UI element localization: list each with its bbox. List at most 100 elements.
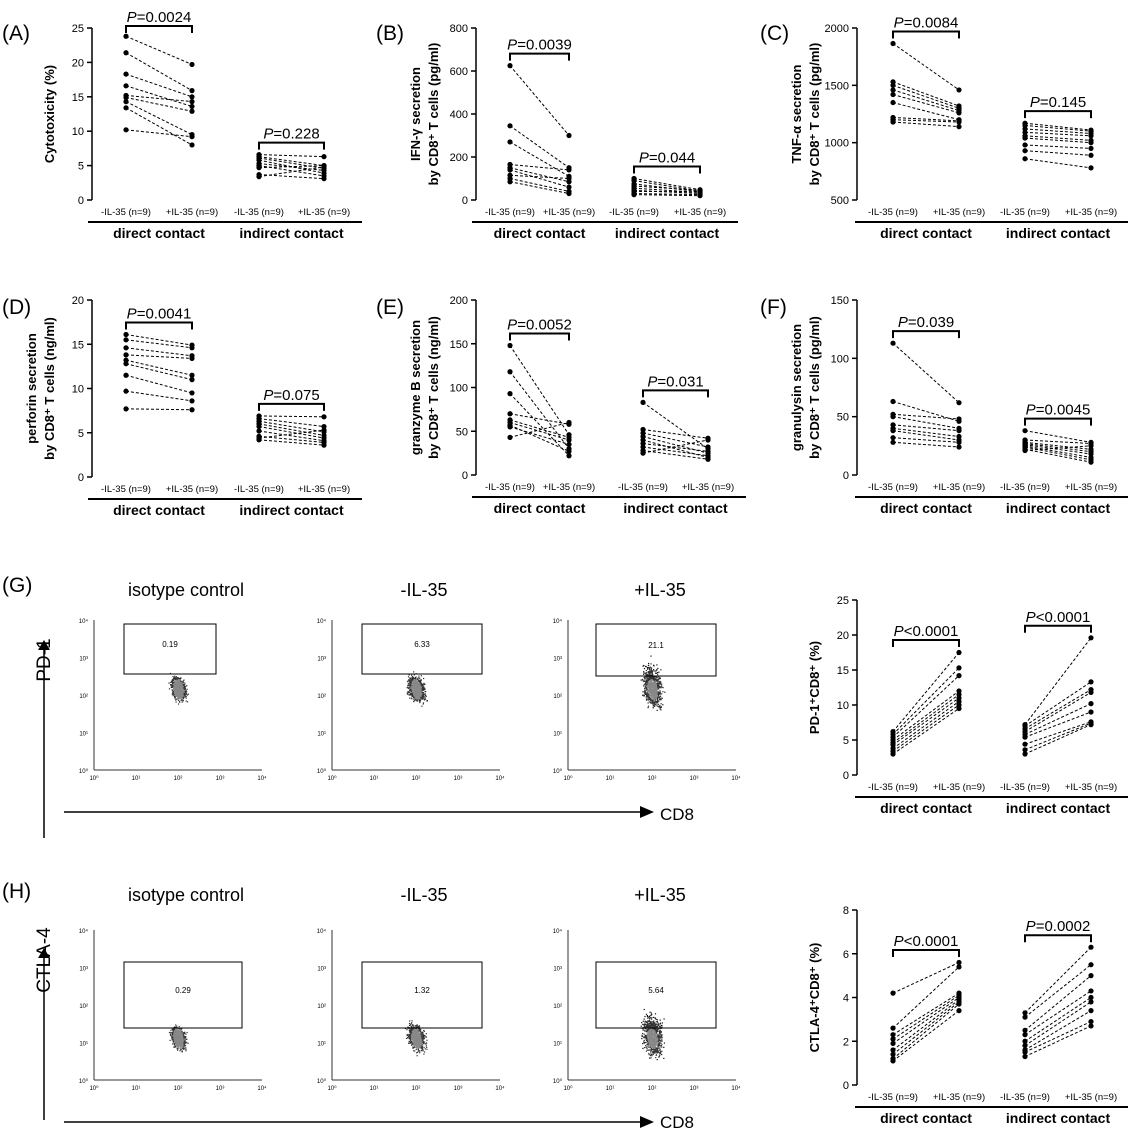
significance-bracket (125, 25, 193, 33)
flow-event-dot (656, 690, 658, 692)
flow-event-dot (415, 684, 417, 686)
flow-event-dot (177, 1032, 179, 1034)
flow-event-dot (184, 694, 186, 696)
pair-line (1024, 703, 1092, 735)
flow-event-dot (180, 693, 182, 695)
flow-event-dot (180, 680, 182, 682)
flow-event-dot (407, 686, 409, 688)
flow-event-dot (644, 685, 646, 687)
flow-event-dot (644, 677, 646, 679)
flow-event-dot (418, 1025, 421, 1027)
p-value-number: =0.044 (649, 150, 695, 167)
flow-event-dot (419, 700, 421, 702)
x-tick-label: +IL-35 (n=9) (933, 1092, 985, 1103)
flow-event-dot (179, 1029, 181, 1031)
group-label: indirect contact (1006, 1110, 1111, 1126)
flow-event-dot (410, 678, 412, 680)
flow-event-dot (648, 678, 650, 680)
flow-event-dot (409, 690, 411, 692)
flow-event-dot (656, 709, 658, 711)
flow-event-dot (646, 681, 648, 683)
data-point (321, 164, 327, 170)
significance-bracket (1024, 934, 1092, 943)
flow-event-dot (186, 691, 188, 693)
flow-event-dot (179, 677, 181, 679)
data-point (890, 87, 896, 93)
flow-event-dot (180, 1040, 182, 1042)
p-value-number: <0.0001 (1036, 609, 1091, 626)
flow-event-dot (176, 691, 178, 693)
p-value-label: P<0.0001 (1026, 609, 1091, 626)
flow-event-dot (410, 681, 412, 683)
flow-event-dot (646, 677, 648, 679)
pair-line (892, 81, 960, 107)
flow-event-dot (419, 694, 421, 696)
flow-event-dot (647, 683, 650, 685)
flow-event-dot (649, 699, 651, 701)
flow-event-dot (175, 693, 177, 695)
flow-event-dot (657, 696, 659, 698)
flow-event-dot (174, 696, 176, 698)
flow-event-dot (417, 683, 419, 685)
flow-event-dot (419, 685, 421, 688)
data-point (189, 61, 195, 68)
flow-event-dot (185, 692, 187, 694)
flow-event-dot (654, 705, 656, 707)
flow-event-dot (184, 1031, 186, 1033)
flow-event-dot (416, 698, 418, 700)
flow-event-dot (653, 665, 655, 667)
flow-event-dot (655, 683, 657, 685)
flow-event-dot (652, 670, 654, 672)
flow-event-dot (177, 1039, 179, 1041)
flow-event-dot (177, 1030, 179, 1032)
data-point (321, 442, 327, 448)
flow-event-dot (181, 691, 183, 693)
flow-event-dot (418, 688, 420, 690)
flow-event-dot (647, 664, 650, 666)
data-point (956, 124, 962, 130)
flow-event-dot (651, 686, 653, 689)
flow-event-dot (652, 694, 654, 696)
flow-y-tick: 10³ (79, 657, 88, 663)
p-value-number: =0.031 (657, 373, 703, 390)
p-value-number: =0.0045 (1036, 402, 1091, 419)
flow-event-dot (415, 690, 417, 692)
flow-event-dot (416, 697, 418, 699)
flow-event-dot (420, 684, 422, 686)
flow-event-dot (174, 692, 176, 694)
flow-event-dot (178, 1041, 180, 1043)
flow-event-dot (418, 689, 420, 691)
flow-event-dot (423, 1053, 425, 1055)
flow-y-tick: 10⁴ (317, 618, 327, 625)
flow-event-dot (415, 699, 417, 701)
flow-event-dot (655, 686, 657, 688)
flow-event-dot (174, 1043, 177, 1045)
data-point (189, 390, 195, 396)
flow-event-dot (180, 1033, 182, 1035)
p-value-label: P=0.044 (639, 150, 695, 167)
flow-event-dot (181, 683, 183, 685)
flow-event-dot (647, 693, 649, 695)
data-point (705, 444, 711, 450)
data-point (890, 99, 896, 106)
flow-event-dot (413, 671, 415, 673)
flow-event-dot (408, 691, 410, 693)
flow-event-dot (182, 1042, 184, 1044)
flow-event-dot (410, 679, 412, 681)
flow-event-dot (425, 698, 427, 700)
flow-event-dot (173, 1034, 175, 1036)
data-point (890, 1058, 896, 1064)
flow-event-dot (172, 1029, 174, 1031)
flow-event-dot (172, 695, 174, 697)
flow-event-dot (183, 1048, 185, 1050)
flow-event-dot (648, 671, 650, 673)
flow-event-dot (417, 691, 420, 693)
flow-event-dot (181, 1047, 184, 1049)
flow-dot-cloud (168, 672, 189, 705)
flow-event-dot (655, 692, 658, 694)
flow-event-dot (410, 684, 412, 686)
y-tick-label: 5 (78, 428, 84, 440)
flow-event-dot (174, 1041, 176, 1044)
data-point (189, 355, 195, 362)
